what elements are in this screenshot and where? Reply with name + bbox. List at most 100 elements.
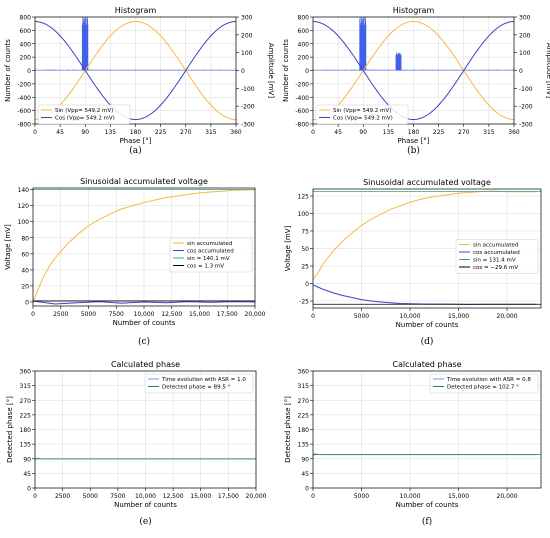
histogram-bar bbox=[430, 69, 431, 71]
histogram-bar bbox=[459, 69, 461, 71]
x-axis-label: Number of counts bbox=[113, 319, 176, 327]
histogram-bar bbox=[183, 69, 185, 71]
histogram-bar bbox=[471, 69, 472, 71]
histogram-bar bbox=[456, 69, 458, 71]
x-tick-label: 0 bbox=[31, 311, 35, 318]
y2-tick-label: 100 bbox=[241, 50, 253, 57]
histogram-bar bbox=[425, 69, 427, 71]
histogram-bar bbox=[218, 69, 220, 71]
histogram-bar bbox=[485, 69, 487, 71]
histogram-bar bbox=[358, 69, 360, 71]
histogram-bar bbox=[66, 69, 68, 71]
histogram-bar bbox=[352, 69, 354, 71]
x-tick-label: 0 bbox=[311, 129, 315, 136]
histogram-bar bbox=[334, 69, 335, 71]
histogram-bar bbox=[382, 69, 384, 71]
histogram-bar bbox=[429, 69, 431, 71]
histogram-bar bbox=[330, 69, 332, 71]
histogram-bar bbox=[391, 69, 392, 71]
histogram-bar bbox=[320, 69, 321, 71]
legend-entry: Cos (Vpp= 549.2 mV) bbox=[333, 116, 393, 122]
histogram-bar bbox=[129, 69, 130, 71]
histogram-bar bbox=[37, 69, 38, 71]
histogram-bar bbox=[340, 69, 341, 71]
histogram-bar bbox=[469, 69, 471, 71]
histogram-bar bbox=[411, 69, 412, 71]
histogram-bar bbox=[95, 69, 97, 71]
histogram-bar bbox=[324, 69, 326, 71]
histogram-bar bbox=[481, 69, 483, 71]
y-tick-label: 270 bbox=[20, 398, 32, 405]
legend-entry: Sin (Vpp= 549.2 mV) bbox=[333, 108, 391, 114]
x-tick-label: 225 bbox=[155, 129, 167, 136]
histogram-bar bbox=[229, 69, 231, 71]
histogram-bar bbox=[62, 69, 63, 71]
histogram-bar bbox=[492, 69, 494, 71]
histogram-bar bbox=[481, 69, 482, 71]
histogram-bar bbox=[151, 69, 152, 71]
histogram-bar bbox=[510, 69, 512, 71]
histogram-bar bbox=[119, 69, 121, 71]
histogram-bar bbox=[347, 69, 348, 71]
panel-d: 0 5000 10,000 15,000 20,000-250255075100125S… bbox=[284, 178, 542, 347]
histogram-bar bbox=[79, 69, 81, 71]
histogram-bar bbox=[42, 69, 44, 71]
histogram-bar bbox=[224, 69, 226, 71]
histogram-bar bbox=[71, 69, 72, 71]
histogram-bar bbox=[344, 69, 346, 71]
y2-tick-label: -300 bbox=[519, 122, 533, 129]
histogram-bar bbox=[113, 69, 115, 71]
y-tick-label: 125 bbox=[298, 194, 310, 201]
histogram-bar bbox=[496, 69, 498, 71]
x-tick-label: 15,000 bbox=[189, 311, 210, 318]
y-tick-label: -25 bbox=[299, 299, 309, 306]
histogram-bar bbox=[468, 69, 469, 71]
histogram-bar bbox=[215, 69, 216, 71]
histogram-bar bbox=[165, 69, 166, 71]
y2-tick-label: -300 bbox=[241, 122, 255, 129]
histogram-bar bbox=[494, 69, 496, 71]
histogram-bar bbox=[233, 69, 234, 71]
histogram-bar bbox=[222, 69, 224, 71]
histogram-bar bbox=[143, 69, 144, 71]
histogram-bar bbox=[476, 69, 477, 71]
histogram-bar bbox=[117, 69, 118, 71]
histogram-bar bbox=[447, 69, 449, 71]
y-axis-label: Detected phase [°] bbox=[6, 396, 14, 463]
histogram-bar bbox=[498, 69, 500, 71]
histogram-bar bbox=[381, 69, 382, 71]
histogram-bar bbox=[430, 69, 432, 71]
grid bbox=[312, 189, 541, 308]
y-tick-label: -800 bbox=[17, 122, 31, 129]
histogram-bar bbox=[37, 69, 39, 71]
x-tick-label: 20,000 bbox=[246, 493, 267, 500]
histogram-bar bbox=[460, 69, 462, 71]
histogram-bar bbox=[419, 69, 420, 71]
plot-content bbox=[33, 189, 255, 305]
histogram-bar bbox=[491, 69, 493, 71]
histogram-bar bbox=[343, 69, 345, 71]
histogram-bar bbox=[326, 69, 327, 71]
histogram-bar bbox=[94, 69, 96, 71]
histogram-bar bbox=[366, 69, 368, 71]
histogram-bar bbox=[228, 69, 229, 71]
histogram-bar bbox=[326, 69, 328, 71]
histogram-bar bbox=[493, 69, 495, 71]
y-axis-label: Number of counts bbox=[282, 39, 290, 102]
histogram-bar bbox=[337, 69, 338, 71]
histogram-bar bbox=[370, 69, 372, 71]
histogram-bar bbox=[214, 69, 215, 71]
histogram-bar bbox=[376, 69, 377, 71]
histogram-bar bbox=[100, 69, 101, 71]
x-tick-label: 0 bbox=[33, 129, 37, 136]
histogram-bar bbox=[147, 69, 148, 71]
histogram-bar bbox=[208, 69, 210, 71]
histogram-bar bbox=[336, 69, 338, 71]
histogram-bar bbox=[474, 69, 475, 71]
histogram-bar bbox=[507, 69, 509, 71]
histogram-bar bbox=[114, 69, 116, 71]
histogram-bar bbox=[498, 69, 499, 71]
legend-box bbox=[429, 373, 539, 394]
histogram-bar bbox=[56, 69, 58, 71]
histogram-bar bbox=[179, 69, 180, 71]
